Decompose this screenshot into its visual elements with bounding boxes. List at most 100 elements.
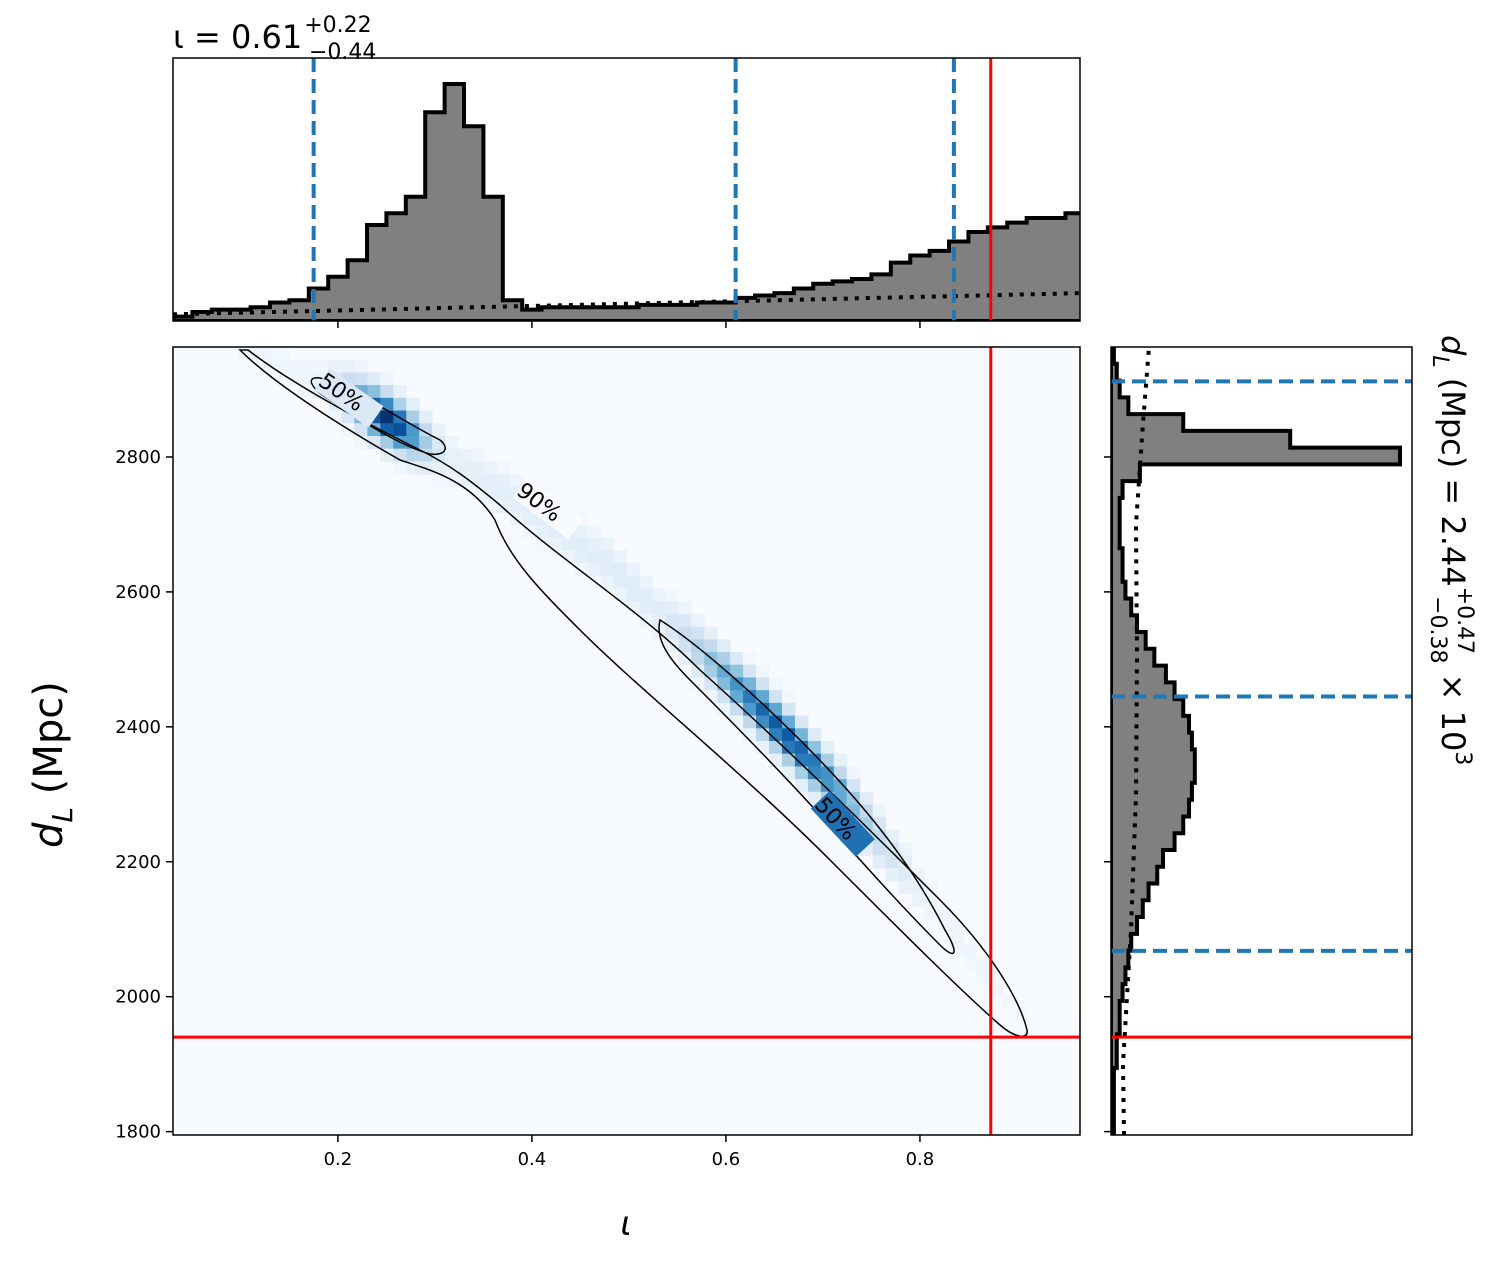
joint-x-ticks: 0.2 0.4 0.6 0.8: [324, 1135, 935, 1170]
right-hist-bars: [1111, 347, 1402, 1135]
y-tick-label: 2400: [115, 717, 161, 738]
heatmap-cell: [522, 512, 537, 526]
heatmap-cell: [872, 829, 887, 844]
heatmap-cell: [769, 715, 783, 729]
heatmap-cell: [276, 359, 291, 374]
heatmap-cell: [769, 741, 783, 755]
heatmap-cell: [807, 753, 822, 768]
heatmap-cell: [432, 435, 446, 450]
heatmap-cell: [380, 372, 394, 386]
heatmap-cell: [678, 626, 692, 640]
y-axis-label: dL (Mpc): [26, 681, 79, 848]
heatmap-cell: [820, 741, 835, 755]
heatmap-cell: [730, 690, 744, 704]
heatmap-cell: [574, 563, 589, 577]
x-tick-label: 0.8: [906, 1149, 935, 1170]
heatmap-cell: [807, 791, 822, 806]
heatmap-cell: [496, 499, 511, 513]
right-y-ticks: [1104, 456, 1111, 1133]
heatmap-cell: [432, 423, 446, 437]
heatmap-cell: [380, 435, 394, 450]
heatmap-cell: [833, 753, 848, 768]
heatmap-cell: [458, 461, 472, 475]
heatmap-cell: [691, 626, 705, 640]
heatmap-cell: [678, 601, 692, 615]
heatmap-cell: [859, 791, 874, 806]
heatmap-cell: [885, 868, 900, 882]
heatmap-cell: [419, 435, 433, 450]
heatmap-cell: [678, 652, 692, 666]
heatmap-cell: [574, 537, 589, 551]
heatmap-cell: [807, 779, 822, 793]
heatmap-cell: [613, 588, 628, 602]
heatmap-cell: [652, 601, 666, 615]
contour-label-bg: [314, 368, 384, 428]
heatmap-cell: [807, 728, 822, 742]
heatmap-cell: [756, 715, 770, 729]
heatmap-cell: [367, 435, 381, 450]
heatmap-cell: [898, 880, 913, 895]
heatmap-cell: [600, 563, 615, 577]
x-axis-label: ι: [620, 1204, 632, 1244]
heatmap-cell: [846, 766, 861, 780]
top-panel-frame: [172, 57, 1081, 322]
joint-panel: 50% 90% 50% 0.2 0.4 0.6 0.8 180020002200240…: [26, 346, 1081, 1244]
top-histogram: [173, 82, 1080, 321]
heatmap-cell: [483, 474, 498, 488]
heatmap-cell: [691, 613, 705, 628]
heatmap-cell: [367, 385, 381, 399]
heatmap-cell: [535, 537, 550, 551]
right-marginal-panel: dL (Mpc) = 2.44+0.47−0.38 × 103: [1104, 335, 1477, 1136]
x-tick-label: 0.6: [712, 1149, 741, 1170]
heatmap-cell: [639, 588, 654, 602]
top-title: ι = 0.61+0.22 −0.44: [173, 13, 376, 65]
heatmap-cell: [743, 702, 757, 717]
heatmap-cell: [276, 372, 291, 386]
heatmap-cell: [626, 601, 641, 615]
heatmap-cell: [717, 702, 731, 717]
heatmap-cell: [289, 372, 304, 386]
heatmap-cell: [406, 397, 420, 412]
heatmap-cell: [691, 677, 705, 691]
heatmap-cell: [820, 766, 835, 780]
y-tick-label: 2200: [115, 852, 161, 873]
heatmap-cell: [691, 639, 705, 653]
heatmap-cell: [626, 588, 641, 602]
heatmap-cell: [704, 639, 718, 653]
heatmap-cell: [717, 639, 731, 653]
heatmap-cell: [665, 588, 679, 602]
heatmap-cell: [639, 601, 654, 615]
heatmap-cell: [393, 461, 407, 475]
heatmap-cell: [354, 423, 368, 437]
heatmap-cell: [950, 918, 964, 933]
heatmap-cell: [652, 588, 666, 602]
heatmap-cell: [367, 372, 381, 386]
heatmap-cell: [704, 626, 718, 640]
heatmap-cell: [276, 347, 291, 361]
heatmap-cell: [937, 906, 952, 920]
heatmap-cell: [483, 486, 498, 501]
heatmap-cell: [600, 575, 615, 590]
heatmap-cell: [717, 664, 731, 679]
heatmap-cell: [587, 563, 602, 577]
heatmap-cell: [600, 537, 615, 551]
right-histogram: [1111, 347, 1402, 1135]
heatmap-cell: [289, 359, 304, 374]
heatmap-cell: [717, 677, 731, 691]
heatmap-cell: [354, 372, 368, 386]
heatmap-cell: [781, 690, 796, 704]
heatmap-cell: [756, 664, 770, 679]
heatmap-cell: [911, 880, 926, 895]
heatmap-cell: [328, 410, 343, 424]
y-tick-label: 2000: [115, 987, 161, 1008]
heatmap-cell: [794, 741, 809, 755]
top-hist-bars: [173, 82, 1080, 321]
top-quantile-lines: [311, 58, 993, 321]
heatmap-cell: [458, 474, 472, 488]
heatmap-cell: [302, 359, 317, 374]
heatmap-cell: [665, 639, 679, 653]
heatmap-cell: [380, 385, 394, 399]
joint-background: [173, 347, 1080, 1135]
heatmap-cell: [743, 652, 757, 666]
